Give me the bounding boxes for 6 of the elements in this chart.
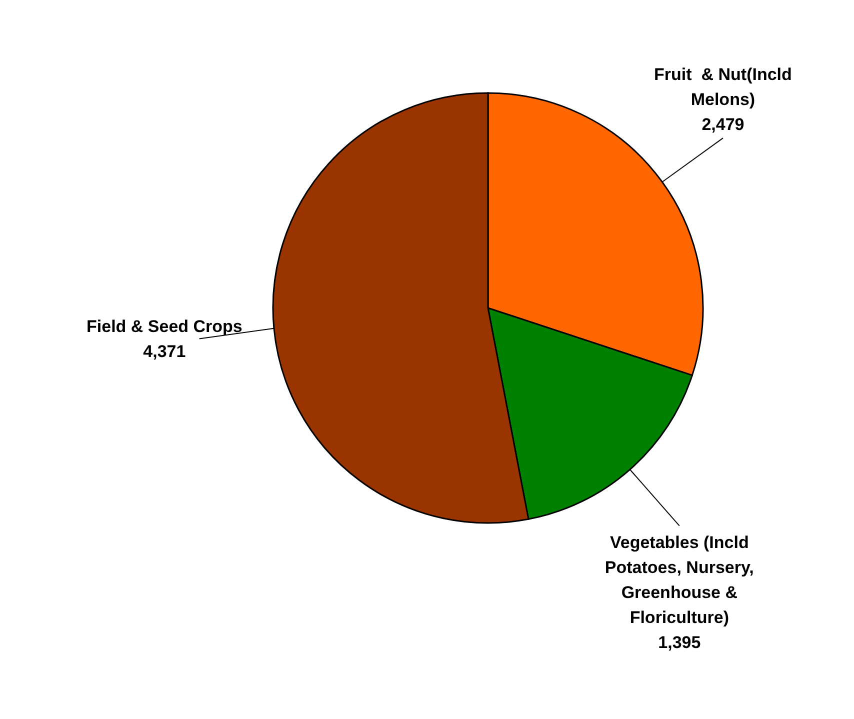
data-label: 1,395 bbox=[658, 632, 701, 652]
slice-label: Fruit & Nut(Incld Melons) bbox=[654, 65, 792, 110]
slice-label: Vegetables (Incld Potatoes, Nursery, Greenhouse & Floriculture) bbox=[604, 532, 754, 627]
slice-label: Field & Seed Crops bbox=[86, 317, 242, 336]
data-label: 4,371 bbox=[143, 342, 186, 362]
data-label: 2,479 bbox=[702, 115, 744, 134]
